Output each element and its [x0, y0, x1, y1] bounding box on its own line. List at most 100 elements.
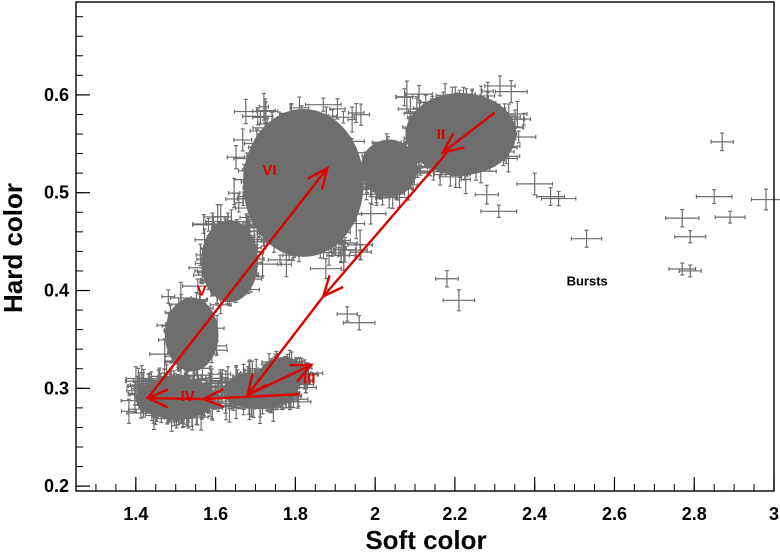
- data-point: [372, 146, 392, 169]
- data-point: [516, 112, 532, 126]
- burst-point: [678, 264, 702, 278]
- data-point: [250, 183, 275, 212]
- x-tick-label: 1.8: [283, 504, 308, 524]
- data-point: [486, 115, 508, 129]
- data-point: [260, 125, 279, 158]
- data-point: [200, 243, 213, 254]
- axis-layer: 1.4 1.6 1.8 2 2.2 2.4 2.6 2.8 3 0.2 0.3 0.4 0.5 0.6: [44, 1, 779, 524]
- data-point: [216, 234, 230, 260]
- burst-point: [668, 262, 697, 276]
- data-point: [331, 110, 356, 124]
- data-point: [410, 139, 444, 161]
- data-point: [170, 297, 187, 328]
- data-point: [241, 226, 268, 258]
- data-point: [295, 381, 318, 394]
- data-point: [192, 293, 208, 306]
- data-point: [322, 218, 346, 235]
- data-point: [484, 124, 512, 153]
- region-label: V: [197, 282, 207, 299]
- data-point: [234, 201, 263, 215]
- x-tick-label: 2.2: [442, 504, 467, 524]
- data-point: [309, 258, 342, 280]
- region-label: III: [303, 370, 316, 387]
- data-layer: [120, 75, 780, 432]
- data-point: [347, 207, 366, 240]
- data-point: [182, 278, 214, 294]
- bursts-annotation: Bursts: [567, 274, 608, 289]
- data-point: [156, 312, 181, 338]
- data-point: [278, 189, 299, 214]
- data-point: [194, 228, 215, 252]
- data-point: [219, 209, 244, 241]
- data-point: [484, 75, 516, 97]
- data-point: [193, 357, 212, 380]
- region-label: IV: [181, 388, 195, 405]
- data-point: [313, 134, 332, 162]
- data-point: [284, 210, 312, 229]
- burst-point: [501, 130, 537, 144]
- data-point: [252, 110, 269, 125]
- data-point: [494, 80, 528, 104]
- burst-point: [674, 230, 707, 244]
- data-point: [246, 189, 263, 203]
- track-arrow: [440, 111, 496, 155]
- data-point: [256, 220, 271, 247]
- burst-point: [540, 190, 577, 207]
- y-axis-title: Hard color: [0, 183, 28, 313]
- data-point: [450, 162, 469, 189]
- data-point: [238, 223, 259, 239]
- data-point: [406, 168, 429, 179]
- plot-frame: [75, 1, 775, 492]
- data-point: [236, 191, 250, 207]
- data-point: [125, 367, 151, 390]
- data-point: [416, 101, 431, 125]
- data-point: [124, 366, 148, 397]
- data-point: [281, 142, 299, 172]
- data-point: [329, 195, 361, 205]
- x-tick-label: 2: [370, 504, 380, 524]
- data-point: [171, 322, 197, 339]
- data-point: [212, 212, 244, 242]
- data-point: [433, 103, 452, 121]
- x-tick-label: 2.6: [602, 504, 627, 524]
- data-point: [268, 161, 278, 194]
- data-point: [283, 225, 307, 236]
- track-arrow: [246, 363, 314, 397]
- data-point: [481, 81, 494, 101]
- data-point: [176, 302, 187, 320]
- data-point: [256, 191, 273, 207]
- data-point: [162, 389, 180, 417]
- data-point: [290, 177, 321, 194]
- data-point: [278, 109, 311, 138]
- data-point: [403, 129, 423, 148]
- data-point: [370, 174, 387, 190]
- data-point: [506, 115, 524, 140]
- burst-point: [474, 184, 500, 205]
- x-tick-label: 1.6: [203, 504, 228, 524]
- data-point: [492, 137, 515, 167]
- burst-point: [750, 188, 780, 211]
- region-label: VI: [262, 162, 276, 179]
- data-point: [236, 285, 261, 295]
- data-point: [208, 243, 218, 273]
- y-tick-label: 0.2: [44, 476, 69, 496]
- burst-point: [714, 210, 746, 224]
- data-point: [475, 126, 499, 149]
- burst-point: [304, 97, 342, 112]
- y-tick-label: 0.3: [44, 378, 69, 398]
- burst-point: [480, 204, 518, 219]
- burst-point: [570, 229, 603, 248]
- data-point: [456, 88, 476, 101]
- data-point: [395, 150, 422, 181]
- data-point: [214, 246, 246, 263]
- x-tick-label: 2.8: [682, 504, 707, 524]
- burst-point: [194, 264, 229, 278]
- data-point: [249, 155, 280, 189]
- data-point: [182, 382, 198, 411]
- burst-point: [665, 208, 700, 228]
- data-point: [282, 249, 297, 261]
- track-layer: [144, 111, 496, 409]
